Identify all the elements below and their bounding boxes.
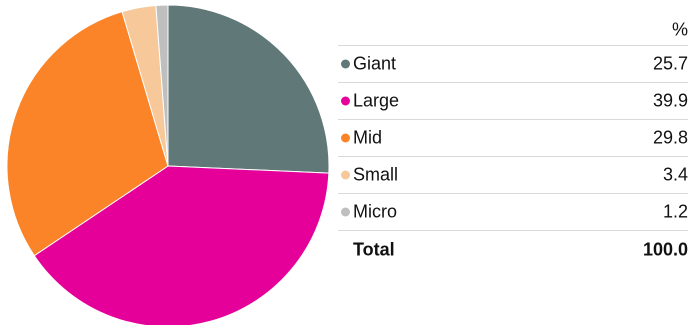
legend-row-mid: Mid 29.8 [338, 120, 688, 157]
pie-slice-micro [155, 4, 169, 167]
legend-dot-large [341, 96, 350, 106]
pie-slice-giant [167, 4, 330, 174]
legend-dot-mid [341, 133, 350, 143]
legend-label-large: Large [353, 90, 400, 111]
legend-table: % Giant 25.7 Large 39.9 Mid 29.8 Small 3… [338, 10, 688, 268]
legend-value-mid: 29.8 [652, 127, 688, 148]
legend-row-giant: Giant 25.7 [338, 46, 688, 83]
legend-dot-micro [341, 207, 350, 217]
legend-header: % [338, 10, 688, 46]
legend-row-small: Small 3.4 [338, 157, 688, 194]
unit-label: % [671, 19, 688, 40]
legend-value-small: 3.4 [662, 164, 688, 185]
legend-row-large: Large 39.9 [338, 83, 688, 120]
legend-label-mid: Mid [353, 127, 383, 148]
pie-chart [6, 4, 330, 325]
legend-value-micro: 1.2 [662, 201, 688, 222]
legend-label-giant: Giant [353, 53, 397, 74]
pie-slice-large [33, 165, 330, 325]
legend-value-large: 39.9 [652, 90, 688, 111]
legend-label-small: Small [353, 164, 399, 185]
legend-dot-giant [341, 59, 350, 69]
legend-value-giant: 25.7 [652, 53, 688, 74]
total-value: 100.0 [642, 239, 688, 259]
legend-label-micro: Micro [353, 201, 397, 222]
total-label: Total [353, 239, 395, 259]
legend-row-total: Total 100.0 [338, 231, 688, 268]
legend-row-micro: Micro 1.2 [338, 194, 688, 231]
legend-dot-small [341, 170, 350, 180]
pie-slice-mid [6, 11, 169, 257]
